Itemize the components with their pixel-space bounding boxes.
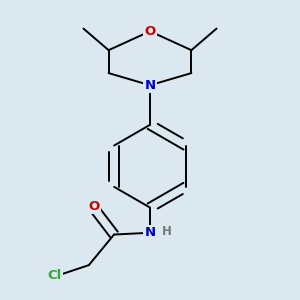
Text: Cl: Cl [47, 269, 62, 282]
Text: O: O [88, 200, 100, 213]
Text: N: N [144, 226, 156, 239]
Text: H: H [162, 225, 172, 238]
Text: N: N [144, 79, 156, 92]
Text: O: O [144, 25, 156, 38]
